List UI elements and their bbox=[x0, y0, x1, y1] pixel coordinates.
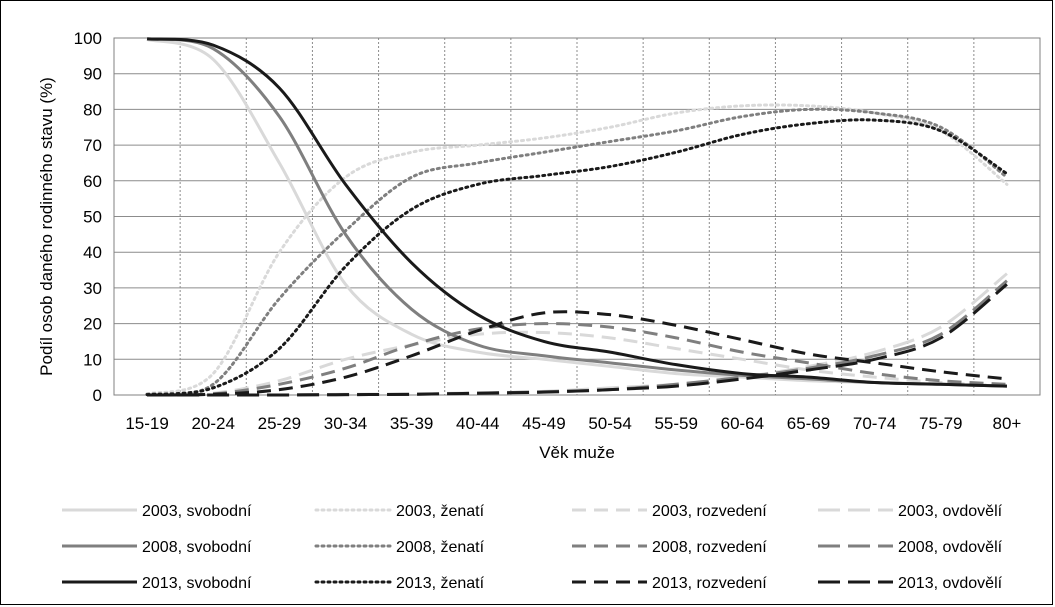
x-tick-label: 35-39 bbox=[390, 414, 433, 433]
legend-label-0: 2003, svobodní bbox=[142, 503, 252, 520]
series-line-11 bbox=[147, 283, 1008, 397]
series-line-1 bbox=[145, 103, 1009, 396]
legend-label-6: 2008, rozvedení bbox=[652, 539, 767, 556]
x-tick-label: 65-69 bbox=[787, 414, 830, 433]
legend-label-8: 2013, svobodní bbox=[142, 575, 252, 592]
gridlines bbox=[114, 37, 1040, 396]
x-tick-label: 60-64 bbox=[721, 414, 764, 433]
y-tick-label: 50 bbox=[83, 208, 102, 227]
y-tick-label: 0 bbox=[93, 386, 102, 405]
legend-label-1: 2003, ženatí bbox=[396, 503, 485, 520]
x-tick-label: 75-79 bbox=[919, 414, 962, 433]
y-tick-label: 80 bbox=[83, 100, 102, 119]
x-axis-title: Věk muže bbox=[539, 443, 615, 462]
legend-label-5: 2008, ženatí bbox=[396, 539, 485, 556]
x-axis-tick-labels: 15-19 20-24 25-29 30-34 35-39 40-44 45-49 50-54… bbox=[125, 414, 1021, 433]
legend-label-2: 2003, rozvedení bbox=[652, 503, 767, 520]
x-tick-label: 45-49 bbox=[522, 414, 565, 433]
y-tick-label: 100 bbox=[74, 29, 102, 48]
x-tick-label: 40-44 bbox=[456, 414, 499, 433]
y-tick-label: 10 bbox=[83, 350, 102, 369]
y-axis-title: Podíl osob daného rodinného stavu (%) bbox=[37, 77, 56, 376]
legend-label-9: 2013, ženatí bbox=[396, 575, 485, 592]
x-tick-label: 25-29 bbox=[258, 414, 301, 433]
y-tick-label: 20 bbox=[83, 315, 102, 334]
series-line-9 bbox=[145, 118, 1009, 397]
x-tick-label: 20-24 bbox=[191, 414, 234, 433]
series-line-8 bbox=[146, 37, 1007, 388]
legend-label-3: 2003, ovdovělí bbox=[898, 503, 1003, 520]
legend-label-4: 2008, svobodní bbox=[142, 539, 252, 556]
y-tick-label: 30 bbox=[83, 279, 102, 298]
legend-label-7: 2008, ovdovělí bbox=[898, 539, 1003, 556]
y-axis-tick-labels: 0 10 20 30 40 50 60 70 80 90 100 bbox=[74, 29, 102, 405]
y-tick-label: 40 bbox=[83, 243, 102, 262]
x-tick-label: 80+ bbox=[993, 414, 1022, 433]
series-lines bbox=[145, 37, 1009, 397]
x-tick-label: 70-74 bbox=[853, 414, 896, 433]
series-line-2 bbox=[147, 330, 1008, 397]
series-line-6 bbox=[147, 322, 1008, 397]
plot-area bbox=[113, 37, 1041, 396]
x-tick-label: 55-59 bbox=[654, 414, 697, 433]
x-tick-label: 30-34 bbox=[324, 414, 367, 433]
y-tick-label: 60 bbox=[83, 172, 102, 191]
y-tick-label: 70 bbox=[83, 136, 102, 155]
series-line-5 bbox=[145, 107, 1009, 397]
legend-label-10: 2013, rozvedení bbox=[652, 575, 767, 592]
y-tick-label: 90 bbox=[83, 65, 102, 84]
x-tick-label: 15-19 bbox=[125, 414, 168, 433]
legend: 2003, svobodní 2003, ženatí 2003, rozveden… bbox=[62, 503, 1003, 592]
legend-label-11: 2013, ovdovělí bbox=[898, 575, 1003, 592]
x-tick-label: 50-54 bbox=[588, 414, 631, 433]
series-line-7 bbox=[147, 279, 1008, 397]
